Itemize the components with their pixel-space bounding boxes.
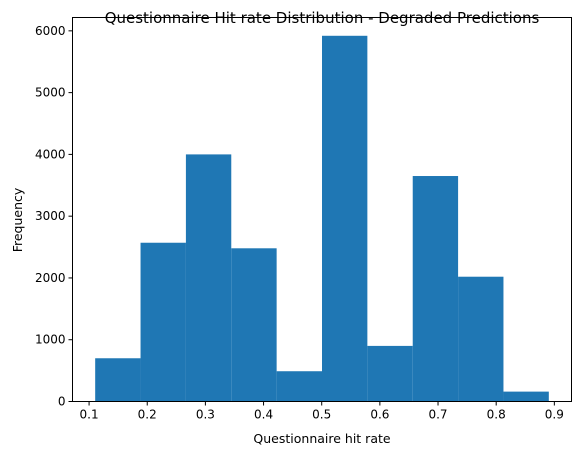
x-tick-label: 0.6 bbox=[370, 408, 389, 422]
histogram-bar-8 bbox=[412, 176, 459, 402]
y-axis-ticks: 0 1000 2000 3000 4000 5000 6000 bbox=[35, 24, 73, 409]
x-tick-label: 0.7 bbox=[428, 408, 447, 422]
y-tick-label: 3000 bbox=[35, 209, 66, 223]
histogram-bar-1 bbox=[95, 358, 141, 402]
histogram-bar-2 bbox=[140, 242, 186, 402]
histogram-bar-6 bbox=[322, 35, 368, 402]
histogram-bar-5 bbox=[276, 371, 322, 402]
bars-group bbox=[95, 35, 549, 402]
y-tick-label: 1000 bbox=[35, 333, 66, 347]
x-tick-label: 0.1 bbox=[80, 408, 99, 422]
x-tick-label: 0.8 bbox=[487, 408, 506, 422]
x-axis-label: Questionnaire hit rate bbox=[253, 431, 390, 446]
x-axis-ticks: 0.1 0.2 0.3 0.4 0.5 0.6 0.7 0.8 0.9 bbox=[80, 401, 564, 422]
x-tick-label: 0.9 bbox=[545, 408, 564, 422]
y-tick-label: 5000 bbox=[35, 86, 66, 100]
histogram-bar-7 bbox=[367, 345, 413, 402]
histogram-bar-10 bbox=[503, 391, 549, 402]
x-tick-label: 0.5 bbox=[312, 408, 331, 422]
y-tick-label: 2000 bbox=[35, 271, 66, 285]
histogram-bar-4 bbox=[231, 248, 277, 402]
y-axis-label: Frequency bbox=[10, 187, 25, 252]
y-tick-label: 0 bbox=[58, 395, 66, 409]
x-tick-label: 0.2 bbox=[138, 408, 157, 422]
histogram-bar-9 bbox=[458, 276, 504, 402]
x-tick-label: 0.4 bbox=[254, 408, 273, 422]
x-tick-label: 0.3 bbox=[196, 408, 215, 422]
histogram-bar-3 bbox=[185, 154, 232, 402]
y-tick-label: 4000 bbox=[35, 147, 66, 161]
y-tick-label: 6000 bbox=[35, 24, 66, 38]
